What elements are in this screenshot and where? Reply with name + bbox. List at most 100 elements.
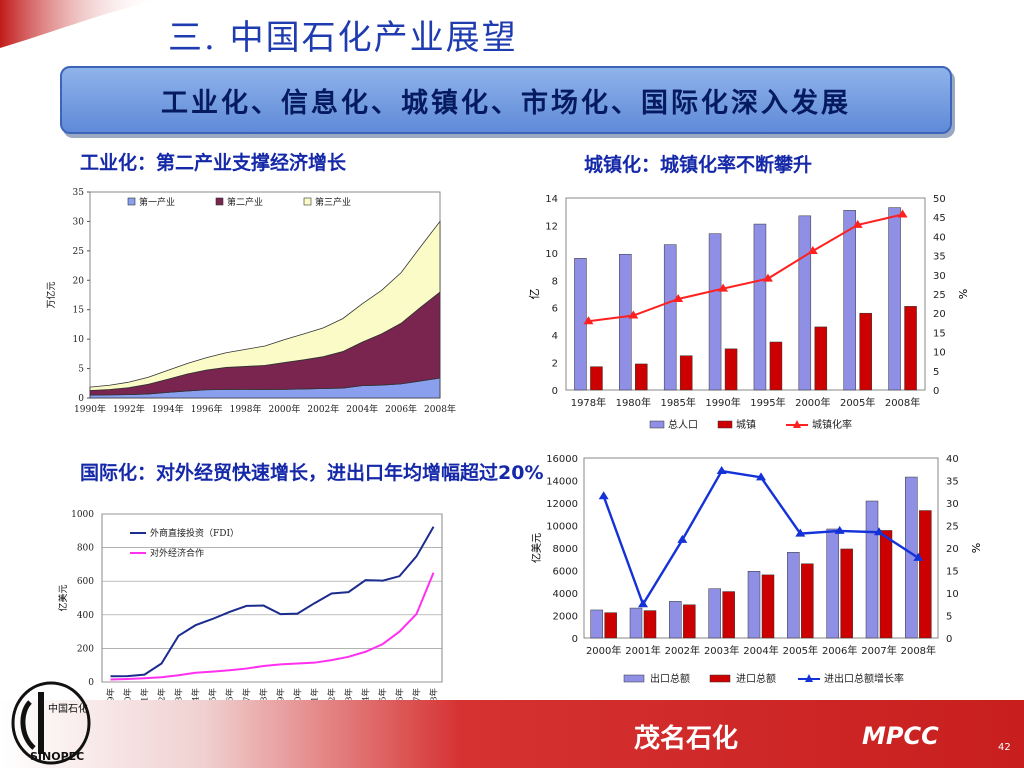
y-tick-label: 8000 [553,544,578,555]
bar-城镇 [635,363,648,391]
x-tick-label: 1996年 [191,403,223,415]
y-tick-label: 15 [73,306,85,316]
bar-城镇 [859,312,872,391]
y-tick-label: 4 [552,331,558,342]
y-tick-label: 12000 [546,499,578,510]
marker-triangle [628,310,639,319]
y2-tick-label: 30 [946,499,959,510]
marker-triangle [913,552,924,561]
marker-triangle [756,472,766,481]
legend-label: 第一产业 [139,196,175,208]
logo-chinese: 中国石化 [48,702,88,715]
y-tick-label: 800 [77,544,94,554]
y2-tick-label: 40 [933,232,946,243]
marker-triangle [716,466,727,475]
x-tick-label: 1978年 [571,396,606,409]
legend-label: 城镇化率 [812,418,852,431]
y-axis-label: 万亿元 [45,281,57,308]
x-tick-label: 2000年 [795,396,830,409]
area-series-3 [89,220,441,391]
y2-tick-label: 20 [933,309,946,320]
fdi-line-chart: 02004006008001000亿美元1989年1990年1991年1992年… [50,504,450,726]
bar-出口总额 [826,528,839,639]
y-tick-label: 400 [77,611,94,621]
plot-area [583,457,939,639]
legend-label: 对外经济合作 [150,547,204,559]
y-axis-label: 亿美元 [530,533,543,563]
x-tick-label: 1990年 [74,403,106,415]
x-tick-label: 1994年 [152,403,184,415]
y2-tick-label: 5 [946,612,952,623]
bar-城镇 [724,348,738,391]
x-tick-label: 2001年 [625,644,660,657]
x-tick-label: 2000年 [586,644,621,657]
bar-出口总额 [629,607,643,639]
bar-城镇 [904,306,917,391]
y2-tick-label: 40 [946,454,959,465]
legend-swatch [623,674,645,683]
x-tick-label: 2004年 [743,644,778,657]
marker-triangle [677,534,688,543]
marker-triangle [807,245,818,254]
y2-tick-label: 25 [933,290,946,301]
line-series-2 [110,572,435,681]
sinopec-logo: 中国石化 SINOPEC [11,681,91,765]
bar-出口总额 [865,500,879,639]
y-tick-label: 600 [77,577,94,587]
industry-area-chart: 0 5 10 15 20 25 30 35 万亿元 1990年 1992年 1994年 1996年 199… [40,180,460,420]
marker-triangle [583,316,594,325]
bar-总人口 [619,253,632,391]
urbanization-chart: 0 2 4 6 8 10 12 14 0 5 10 15 20 25 30 35 40 45 50 亿% 1978年 19… [520,186,970,446]
bar-进口总额 [840,548,853,639]
y2-tick-label: 15 [946,567,959,578]
y-tick-label: 14000 [546,477,578,488]
y2-tick-label: 20 [946,544,959,555]
x-tick-label: 1992年 [113,403,145,415]
legend-label: 第二产业 [227,196,263,208]
x-tick-label: 2005年 [783,644,818,657]
x-tick-label: 2006年 [385,403,417,415]
y-axis-label: 亿 [528,289,541,300]
y-tick-label: 16000 [546,454,578,465]
x-tick-label: 2006年 [822,644,857,657]
banner-text: 工业化、信息化、城镇化、市场化、国际化深入发展 [161,87,851,119]
bar-城镇 [769,341,783,391]
x-tick-label: 2007年 [861,644,896,657]
trade-chart: 0 2000 4000 6000 8000 10000 12000 14000 16000 0 5 1… [520,450,990,694]
bar-总人口 [798,215,812,391]
bar-进口总额 [643,610,657,639]
y-tick-label: 30 [73,217,85,227]
y-tick-label: 4000 [553,589,578,600]
y-tick-label: 2 [552,359,558,370]
marker-triangle [762,273,773,282]
industry-chart-svg: 0 5 10 15 20 25 30 35 万亿元 1990年 1992年 1994年 1996年 199… [45,188,456,415]
x-tick-label: 2000年 [268,403,300,415]
y-tick-label: 14 [545,194,558,205]
y-tick-label: 8 [552,276,558,287]
marker-triangle [874,527,884,536]
y-tick-label: 0 [88,678,94,688]
y2-tick-label: 0 [946,634,952,645]
y2-tick-label: 0 [933,386,939,397]
legend-swatch [303,197,312,206]
heading-industrial: 工业化：第二产业支撑经济增长 [80,152,347,174]
theme-banner: 工业化、信息化、城镇化、市场化、国际化深入发展 [60,66,952,134]
x-tick-label: 2003年 [704,644,739,657]
x-tick-label: 1995年 [750,396,785,409]
y2-tick-label: 5 [933,367,939,378]
x-tick-label: 2008年 [901,644,936,657]
line-series-1 [110,526,435,678]
marker-triangle [852,219,863,228]
line-城镇化率 [588,213,903,323]
bar-出口总额 [787,552,800,639]
bar-总人口 [708,233,722,391]
y2-tick-label: 35 [946,477,959,488]
y-tick-label: 5 [78,365,84,375]
y2-tick-label: 30 [933,271,946,282]
legend-swatch [215,197,224,206]
legend-swatch [649,420,665,429]
y-tick-label: 12 [545,221,558,232]
bar-总人口 [843,210,856,391]
bar-进口总额 [919,510,932,639]
legend-swatch [717,420,733,429]
